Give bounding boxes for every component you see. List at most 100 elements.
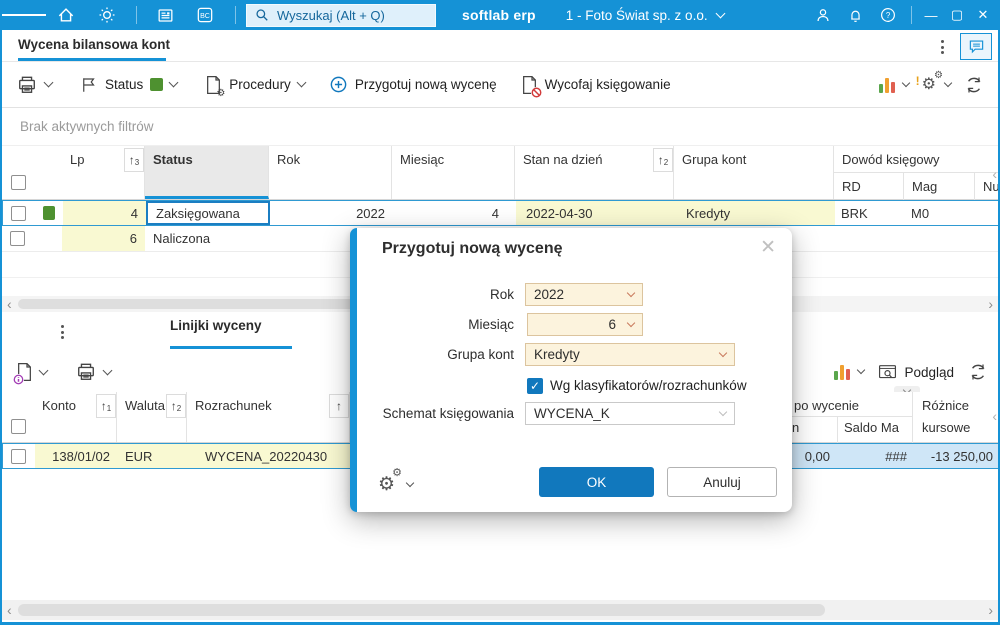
wg-klasyfikatorow-checkbox[interactable]: ✓ <box>527 378 543 394</box>
cell-lp[interactable]: 4 <box>63 201 146 225</box>
scroll-left-icon[interactable]: ‹ <box>7 296 12 312</box>
grupa-kont-select[interactable]: Kredyty <box>525 343 735 366</box>
undo-posting-button[interactable]: Wycofaj księgowanie <box>521 75 671 98</box>
print-button[interactable] <box>16 75 54 95</box>
hamburger-menu-icon[interactable] <box>2 0 46 30</box>
maximize-button[interactable]: ▢ <box>950 7 964 22</box>
column-header-waluta[interactable]: Waluta ↑ 2 <box>117 392 187 442</box>
search-input[interactable]: Wyszukaj (Alt + Q) <box>246 3 436 27</box>
print-button[interactable] <box>75 362 113 382</box>
column-header-mag[interactable]: Mag <box>904 173 975 200</box>
new-valuation-button[interactable]: Przygotuj nową wycenę <box>329 75 497 94</box>
cell-roznice-kursowe[interactable]: -13 250,00 <box>913 444 998 468</box>
rok-select[interactable]: 2022 <box>525 283 643 306</box>
cell-rd[interactable]: BRK <box>841 205 868 221</box>
ok-button[interactable]: OK <box>539 467 654 497</box>
cell-stan-na-dzien[interactable]: 2022-04-30 <box>516 201 675 225</box>
column-header-grupa-kont[interactable]: Grupa kont <box>674 146 834 199</box>
group-divider <box>792 416 912 417</box>
sort-asc-icon[interactable]: ↑ 1 <box>96 394 116 418</box>
company-selector[interactable]: 1 - Foto Świat sp. z o.o. <box>566 8 726 23</box>
cell-status-focused[interactable]: Zaksięgowana <box>146 201 270 225</box>
refresh-button[interactable] <box>964 75 984 95</box>
column-header-rd[interactable]: RD <box>834 173 904 200</box>
printer-icon <box>19 76 35 93</box>
tab-linijki-wyceny[interactable]: Linijki wyceny <box>170 318 262 333</box>
cancel-button[interactable]: Anuluj <box>667 467 777 497</box>
column-header-miesiac[interactable]: Miesiąc <box>392 146 515 199</box>
row-checkbox[interactable] <box>11 205 26 221</box>
chart-view-button[interactable] <box>878 77 910 93</box>
scroll-left-icon[interactable]: ‹ <box>992 166 997 182</box>
column-header-saldo-ma[interactable]: Saldo Ma <box>844 420 899 435</box>
column-header-konto[interactable]: Konto ↑ 1 <box>34 392 117 442</box>
document-info-button[interactable] <box>13 362 49 385</box>
procedury-menu-button[interactable]: ⚙ Procedury <box>205 75 307 99</box>
row-checkbox[interactable] <box>11 448 26 464</box>
idea-bulb-icon[interactable] <box>86 0 128 30</box>
column-header-numer[interactable]: Nu <box>983 179 998 194</box>
cell-lp[interactable]: 6 <box>62 226 145 251</box>
minimize-button[interactable]: — <box>924 7 938 23</box>
cell-miesiac[interactable]: 4 <box>491 205 499 221</box>
scroll-left-icon[interactable]: ‹ <box>7 602 12 618</box>
miesiac-select[interactable]: 6 <box>527 313 643 336</box>
column-header-roznice[interactable]: Różnice <box>922 398 969 413</box>
sort-asc-icon[interactable]: ↑ <box>329 394 349 418</box>
column-header-dowod[interactable]: Dowód księgowy <box>834 146 998 173</box>
column-header-rok[interactable]: Rok <box>269 146 392 199</box>
column-header-lp[interactable]: Lp ↑ 3 <box>62 146 145 199</box>
table-row[interactable]: 4 Zaksięgowana 2022 4 2022-04-30 Kredyty… <box>2 200 998 226</box>
preview-more-chevron[interactable] <box>894 385 920 396</box>
tab-wycena-bilansowa[interactable]: Wycena bilansowa kont <box>18 37 171 52</box>
sort-asc-icon[interactable]: ↑ 3 <box>124 148 144 172</box>
dialog-close-icon[interactable]: ✕ <box>760 237 776 258</box>
topbar-divider <box>911 6 912 24</box>
status-menu-button[interactable]: Status <box>80 76 179 94</box>
cell-status[interactable]: Naliczona <box>153 231 211 246</box>
comments-button[interactable] <box>960 33 992 60</box>
preview-button[interactable]: Podgląd <box>878 364 954 380</box>
news-icon[interactable] <box>145 0 185 30</box>
cell-grupa-kont[interactable]: Kredyty <box>675 201 835 225</box>
bc-module-icon[interactable]: BC <box>185 0 225 30</box>
chart-view-button[interactable] <box>834 364 866 380</box>
scrollbar-thumb[interactable] <box>18 299 518 309</box>
svg-text:BC: BC <box>200 12 210 20</box>
column-header-winien[interactable]: n <box>792 420 800 435</box>
cell-rok[interactable]: 2022 <box>356 205 385 221</box>
scroll-right-icon[interactable]: › <box>988 296 993 312</box>
scroll-left-icon[interactable]: ‹ <box>992 408 997 424</box>
row-checkbox[interactable] <box>10 231 25 246</box>
select-all-checkbox[interactable] <box>11 175 26 190</box>
cell-waluta[interactable]: EUR <box>118 444 188 468</box>
column-group-saldo-po-wycenie[interactable]: po wycenie <box>794 398 860 413</box>
scrollbar-thumb[interactable] <box>18 604 825 616</box>
grid2-horizontal-scrollbar[interactable]: ‹ › <box>2 600 998 620</box>
column-header-stan-na-dzien[interactable]: Stan na dzień ↑ 2 <box>515 146 674 199</box>
wg-klasyfikatorow-label: Wg klasyfikatorów/rozrachunków <box>550 378 747 393</box>
column-header-kursowe[interactable]: kursowe <box>922 420 971 435</box>
user-icon[interactable] <box>807 0 839 30</box>
pane-menu-icon[interactable] <box>60 325 64 339</box>
dialog-settings-button[interactable]: ⚙ ⚙ <box>378 468 415 494</box>
refresh-button[interactable] <box>968 362 988 382</box>
settings-warning-button[interactable]: ! ⚙ ⚙ <box>916 71 953 93</box>
cell-saldo-ma[interactable]: ### <box>838 444 913 468</box>
scroll-right-icon[interactable]: › <box>988 602 993 618</box>
schemat-select[interactable]: WYCENA_K <box>525 402 735 425</box>
column-group-dowod-ksiegowy: Dowód księgowy RD Mag Nu <box>834 146 998 200</box>
cell-mag[interactable]: M0 <box>911 205 930 221</box>
select-all-checkbox[interactable] <box>11 419 26 434</box>
cell-rozrachunek[interactable]: WYCENA_20220430 <box>188 444 351 468</box>
column-header-rozrachunek[interactable]: Rozrachunek ↑ <box>187 392 350 442</box>
close-button[interactable]: ✕ <box>977 7 989 22</box>
cell-konto[interactable]: 138/01/02 <box>35 444 118 468</box>
home-icon[interactable] <box>46 0 86 30</box>
tab-more-menu-icon[interactable] <box>940 40 944 54</box>
help-icon[interactable]: ? <box>871 0 905 30</box>
sort-asc-icon[interactable]: ↑ 2 <box>166 394 186 418</box>
sort-asc-icon[interactable]: ↑ 2 <box>653 148 673 172</box>
notifications-bell-icon[interactable] <box>839 0 871 30</box>
column-header-status[interactable]: Status <box>145 146 269 199</box>
